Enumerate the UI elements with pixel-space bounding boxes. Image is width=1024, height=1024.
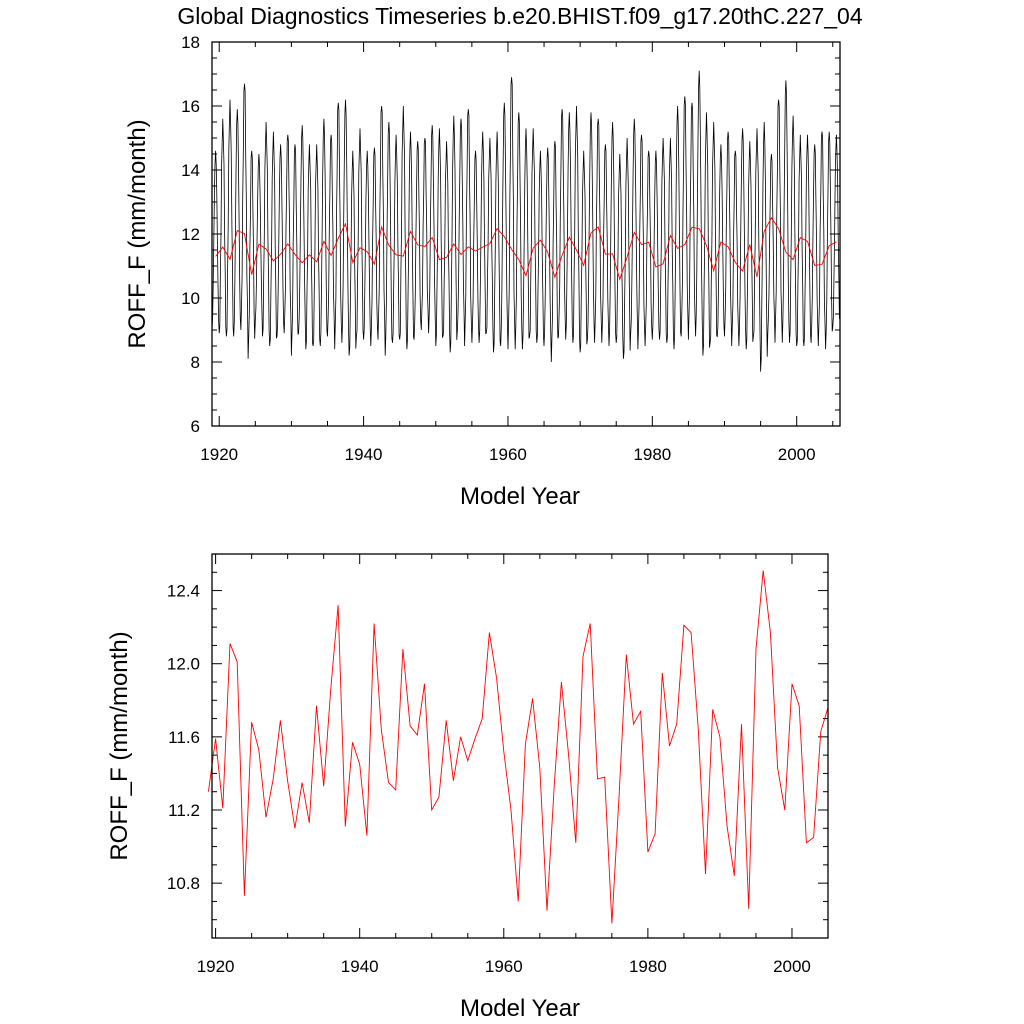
- bottom-x-tick-label: 1960: [485, 957, 523, 976]
- top-y-axis-label: ROFF_F (mm/month): [124, 119, 151, 348]
- top-y-tick-label: 6: [191, 417, 200, 436]
- bottom-y-tick-label: 10.8: [167, 874, 200, 893]
- bottom-y-tick-label: 11.6: [168, 728, 200, 747]
- top-x-axis-label: Model Year: [460, 483, 580, 510]
- annual-mean-line-top: [215, 216, 837, 281]
- bottom-y-axis-label: ROFF_F (mm/month): [106, 631, 133, 860]
- bottom-y-tick-label: 12.4: [167, 582, 200, 601]
- top-x-tick-label: 1940: [345, 445, 383, 464]
- top-ticks: 1920 1940 1960 1980 2000 6 8 10 12 14 16 18: [181, 33, 840, 464]
- annual-mean-line-bottom: [207, 570, 829, 924]
- top-x-tick-label: 1920: [200, 445, 238, 464]
- bottom-x-tick-label: 1980: [629, 957, 667, 976]
- bottom-panel: 1920 1940 1960 1980 2000 10.8 11.2 11.6 12.0 12.4…: [106, 553, 829, 1022]
- monthly-series-line: [211, 70, 840, 372]
- top-x-tick-label: 1960: [489, 445, 527, 464]
- bottom-plot-frame: [211, 553, 829, 939]
- top-panel: 1920 1940 1960 1980 2000 6 8 10 12 14 16 18 Model Y…: [124, 33, 841, 510]
- top-plot-frame: [211, 41, 841, 427]
- bottom-x-axis-label: Model Year: [460, 995, 580, 1022]
- bottom-y-tick-label: 11.2: [168, 801, 200, 820]
- bottom-y-tick-label: 12.0: [167, 655, 200, 674]
- bottom-series: [207, 570, 829, 924]
- top-y-tick-label: 10: [181, 289, 200, 308]
- top-series: [211, 70, 840, 372]
- chart-title: Global Diagnostics Timeseries b.e20.BHIS…: [177, 3, 863, 29]
- bottom-x-tick-label: 1920: [197, 957, 235, 976]
- top-y-tick-label: 8: [191, 353, 200, 372]
- top-y-tick-label: 14: [181, 161, 200, 180]
- bottom-x-tick-label: 1940: [341, 957, 379, 976]
- top-y-tick-label: 12: [181, 225, 200, 244]
- top-y-tick-label: 18: [181, 33, 200, 52]
- bottom-ticks: 1920 1940 1960 1980 2000 10.8 11.2 11.6 12.0 12.4: [167, 553, 829, 976]
- top-x-tick-label: 1980: [633, 445, 671, 464]
- top-x-tick-label: 2000: [778, 445, 816, 464]
- top-y-tick-label: 16: [181, 97, 200, 116]
- bottom-x-tick-label: 2000: [773, 957, 811, 976]
